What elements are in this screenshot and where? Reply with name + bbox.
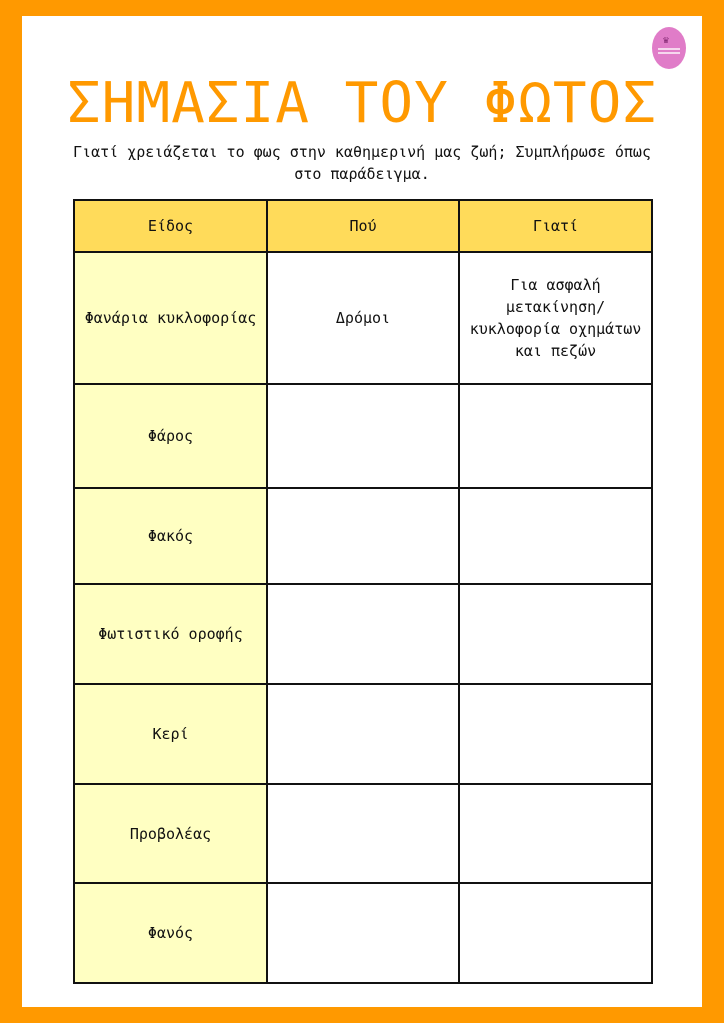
worksheet-table: Είδος Πού Γιατί Φανάρια κυκλοφορίας Δρόμο…	[73, 199, 653, 984]
cell-where[interactable]	[266, 683, 460, 785]
cell-why[interactable]	[458, 783, 653, 884]
cell-type: Φωτιστικό οροφής	[73, 583, 268, 685]
cell-why[interactable]	[458, 487, 653, 585]
worksheet-page: ♛ ΣΗΜΑΣΙΑ ΤΟΥ ΦΩΤΟΣ Γιατί χρειάζεται το …	[22, 16, 702, 1007]
cell-where[interactable]: Δρόμοι	[266, 251, 460, 385]
cell-why[interactable]	[458, 383, 653, 489]
header-type: Είδος	[73, 199, 268, 253]
cell-type: Φάρος	[73, 383, 268, 489]
table-row: Φανός	[73, 882, 653, 984]
logo-text-line	[658, 52, 680, 54]
header-why: Γιατί	[458, 199, 653, 253]
cell-type: Φανάρια κυκλοφορίας	[73, 251, 268, 385]
cell-type: Φακός	[73, 487, 268, 585]
cell-where[interactable]	[266, 487, 460, 585]
cell-why[interactable]	[458, 683, 653, 785]
table-row: Φάρος	[73, 383, 653, 489]
cell-where[interactable]	[266, 783, 460, 884]
table-header-row: Είδος Πού Γιατί	[73, 199, 653, 253]
cell-where[interactable]	[266, 583, 460, 685]
table-row: Φακός	[73, 487, 653, 585]
logo-text-line	[658, 48, 680, 50]
page-title: ΣΗΜΑΣΙΑ ΤΟΥ ΦΩΤΟΣ	[66, 71, 658, 136]
cell-why[interactable]: Για ασφαλή μετακίνηση/ κυκλοφορία οχημάτ…	[458, 251, 653, 385]
cell-where[interactable]	[266, 882, 460, 984]
logo: ♛	[652, 27, 686, 69]
cell-where[interactable]	[266, 383, 460, 489]
cell-type: Φανός	[73, 882, 268, 984]
table-row: Φανάρια κυκλοφορίας Δρόμοι Για ασφαλή μετα…	[73, 251, 653, 385]
cell-type: Προβολέας	[73, 783, 268, 884]
table-row: Φωτιστικό οροφής	[73, 583, 653, 685]
header-where: Πού	[266, 199, 460, 253]
cell-why[interactable]	[458, 882, 653, 984]
cell-type: Κερί	[73, 683, 268, 785]
crown-icon: ♛	[663, 35, 670, 46]
table-row: Κερί	[73, 683, 653, 785]
cell-why[interactable]	[458, 583, 653, 685]
table-row: Προβολέας	[73, 783, 653, 884]
instructions: Γιατί χρειάζεται το φως στην καθημερινή …	[73, 143, 651, 183]
